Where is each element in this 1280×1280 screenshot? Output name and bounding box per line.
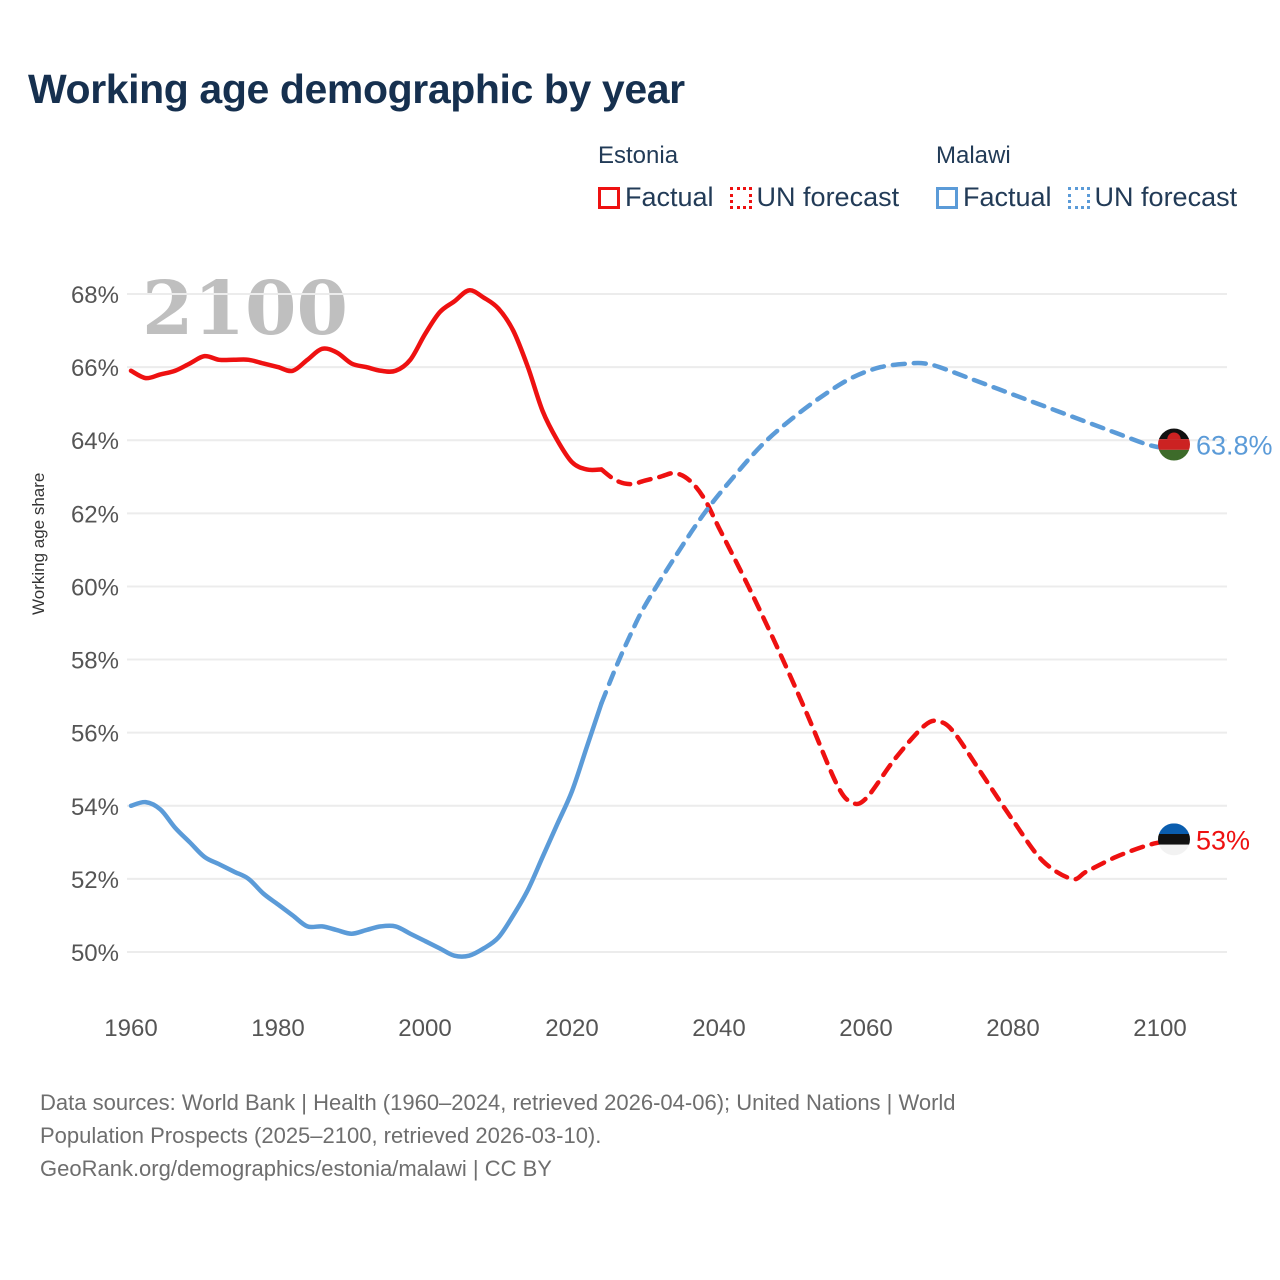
y-axis-tick-label: 58% [71, 648, 119, 675]
footer-line-1: Data sources: World Bank | Health (1960–… [40, 1090, 956, 1115]
legend-swatch-dotted-icon [729, 186, 752, 209]
estonia-flag-icon [1158, 823, 1190, 856]
legend-item-estonia-factual[interactable]: Factual [598, 184, 714, 211]
page-title: Working age demographic by year [28, 66, 685, 112]
y-axis-tick-label: 68% [71, 282, 119, 309]
legend-label-malawi-factual: Factual [963, 182, 1052, 212]
legend-row-estonia: Factual UN forecast [598, 184, 915, 211]
legend-group-malawi: Malawi Factual UN forecast [936, 142, 1253, 211]
legend-item-malawi-forecast[interactable]: UN forecast [1067, 182, 1238, 212]
chart-x-axis-ticks: 1960 1980 2000 2020 2040 2060 2080 2100 [104, 1015, 1186, 1042]
chart-end-markers: 63.8% 53% [1158, 428, 1273, 856]
end-label-estonia: 53% [1196, 825, 1250, 855]
y-axis-tick-label: 56% [71, 721, 119, 748]
malawi-flag-icon [1158, 428, 1190, 461]
y-axis-tick-label: 52% [71, 867, 119, 894]
footer-line-3: GeoRank.org/demographics/estonia/malawi … [40, 1156, 552, 1181]
x-axis-tick-label: 2040 [692, 1015, 745, 1042]
footer-line-2: Population Prospects (2025–2100, retriev… [40, 1123, 602, 1148]
legend-country-malawi: Malawi [936, 142, 1011, 169]
y-axis-tick-label: 60% [71, 574, 119, 601]
series-line-estonia-un-forecast [599, 467, 1163, 882]
chart-y-axis-ticks: 50% 52% 54% 56% 58% 60% 62% 64% 66% 68% [71, 282, 119, 967]
y-axis-tick-label: 54% [71, 794, 119, 821]
end-label-malawi: 63.8% [1196, 431, 1273, 461]
legend-item-malawi-factual[interactable]: Factual [936, 184, 1052, 211]
x-axis-tick-label: 2020 [545, 1015, 598, 1042]
legend-group-estonia: Estonia Factual UN forecast [598, 142, 915, 211]
chart-footer: Data sources: World Bank | Health (1960–… [40, 1086, 1200, 1185]
x-axis-tick-label: 2100 [1133, 1015, 1186, 1042]
legend-swatch-solid-icon [598, 186, 620, 209]
x-axis-tick-label: 2000 [398, 1015, 451, 1042]
legend-swatch-solid-icon [936, 186, 958, 209]
chart-series-layer [128, 288, 1163, 959]
chart-gridlines [127, 293, 1227, 953]
legend-row-malawi: Factual UN forecast [936, 184, 1253, 211]
x-axis-tick-label: 1960 [104, 1015, 157, 1042]
legend-label-estonia-factual: Factual [625, 182, 714, 212]
x-axis-tick-label: 2080 [986, 1015, 1039, 1042]
series-line-malawi-factual [128, 701, 604, 959]
series-line-malawi-un-forecast [599, 360, 1163, 706]
y-axis-tick-label: 66% [71, 355, 119, 382]
y-axis-tick-label: 50% [71, 940, 119, 967]
chart-legend: Estonia Factual UN forecast Malawi Factu… [598, 142, 1258, 222]
x-axis-tick-label: 2060 [839, 1015, 892, 1042]
legend-country-estonia: Estonia [598, 142, 679, 169]
legend-label-malawi-forecast: UN forecast [1094, 182, 1238, 212]
y-axis-label: Working age share [29, 473, 48, 615]
legend-swatch-dotted-icon [1067, 186, 1090, 209]
legend-label-estonia-forecast: UN forecast [756, 182, 900, 212]
x-axis-tick-label: 1980 [251, 1015, 304, 1042]
y-axis-tick-label: 62% [71, 501, 119, 528]
legend-item-estonia-forecast[interactable]: UN forecast [729, 182, 900, 212]
series-line-estonia-factual [128, 288, 604, 473]
watermark-year: 2100 [142, 266, 348, 352]
y-axis-tick-label: 64% [71, 428, 119, 455]
